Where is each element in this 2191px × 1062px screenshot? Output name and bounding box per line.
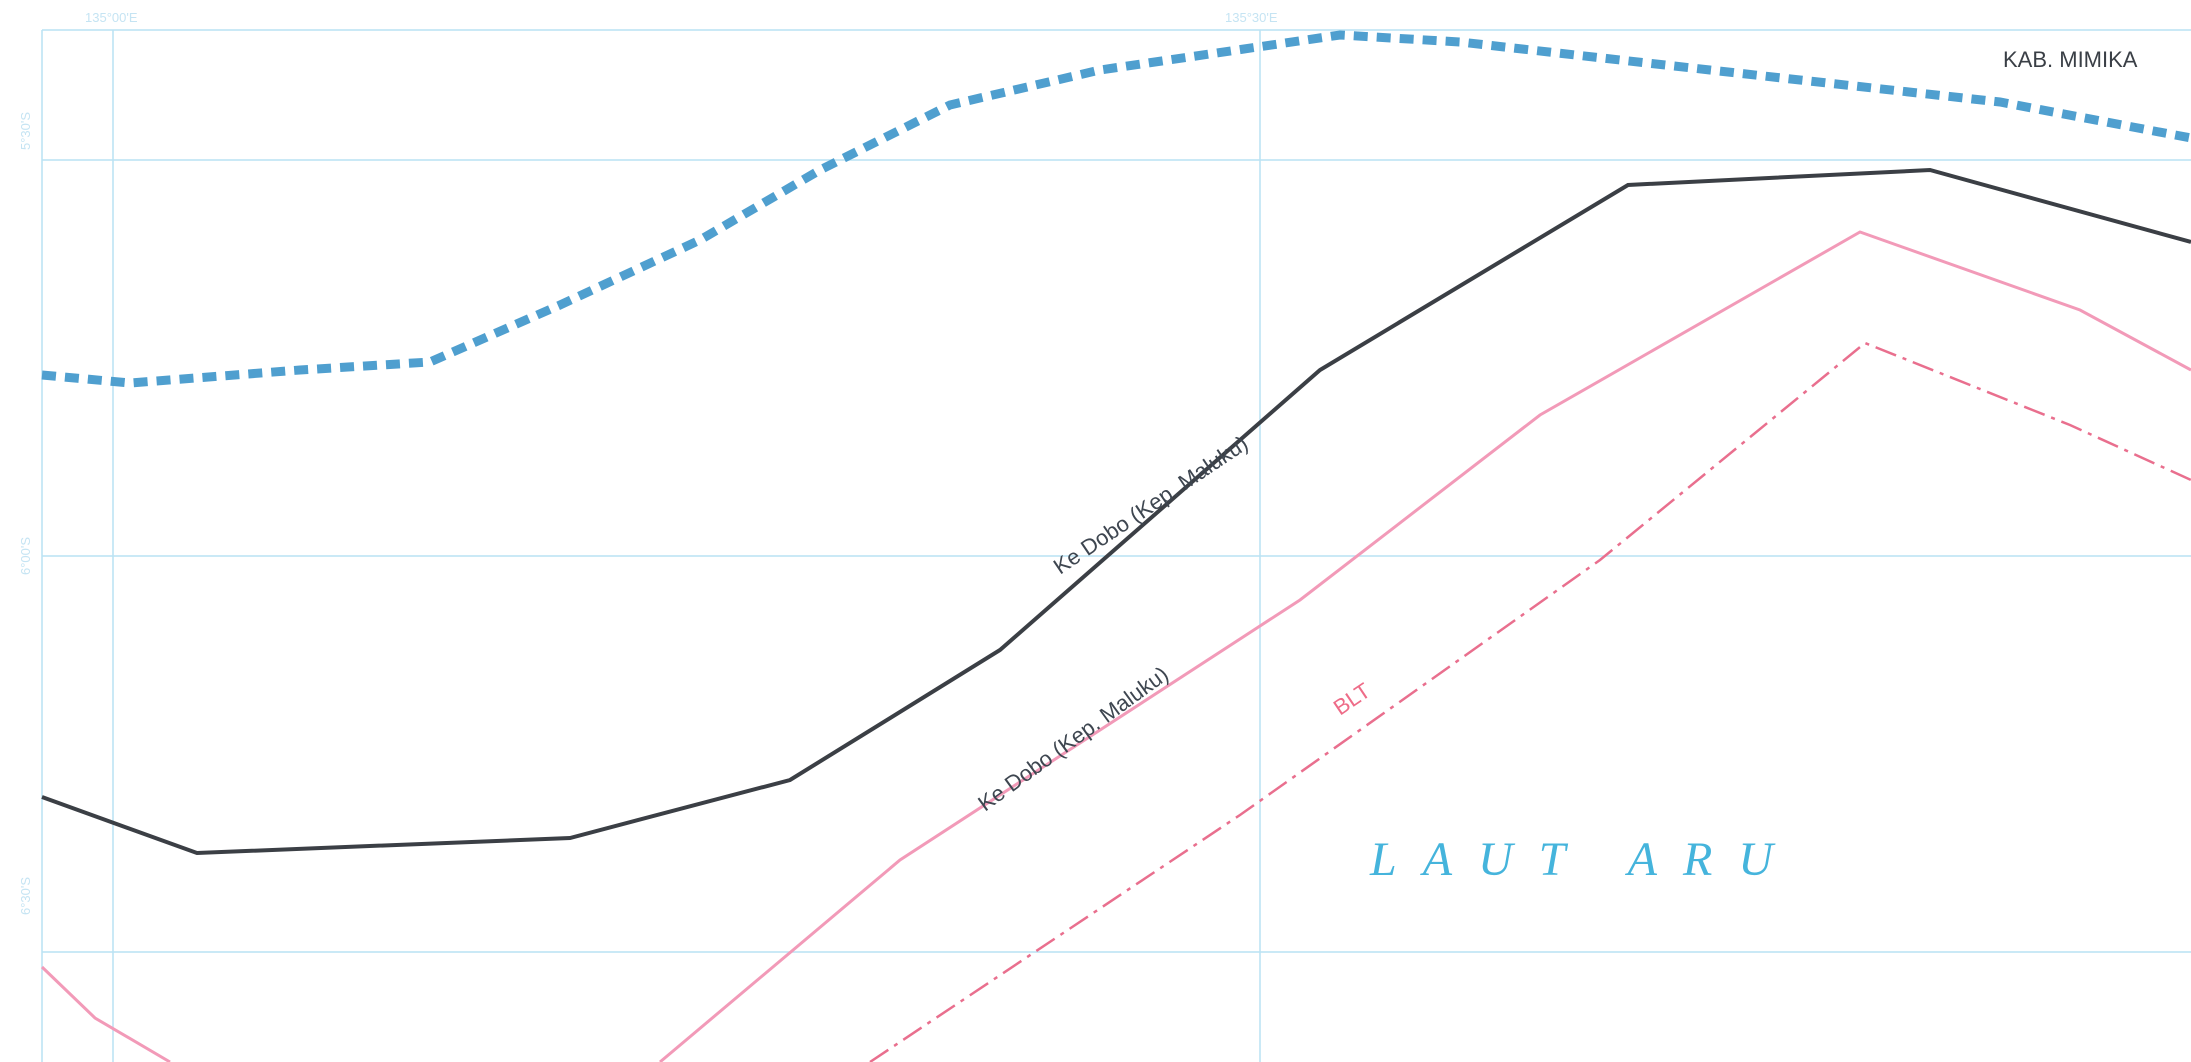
route-line-pink bbox=[40, 230, 2191, 1062]
region-label-mimika: KAB. MIMIKA bbox=[2003, 47, 2138, 72]
tick-left-1: 5°30'S bbox=[18, 112, 33, 150]
sea-label-laut-aru: LAUT ARU bbox=[1369, 833, 1799, 886]
tick-top-2: 135°30'E bbox=[1225, 10, 1278, 25]
tick-left-3: 6°30'S bbox=[18, 877, 33, 915]
graticule bbox=[41, 29, 2191, 1062]
blt-line bbox=[869, 341, 2191, 1062]
tick-top-1: 135°00'E bbox=[85, 10, 138, 25]
tick-left-2: 6°00'S bbox=[18, 537, 33, 575]
route-line-black bbox=[41, 167, 2191, 856]
boundary-dashed-line bbox=[41, 30, 2191, 388]
